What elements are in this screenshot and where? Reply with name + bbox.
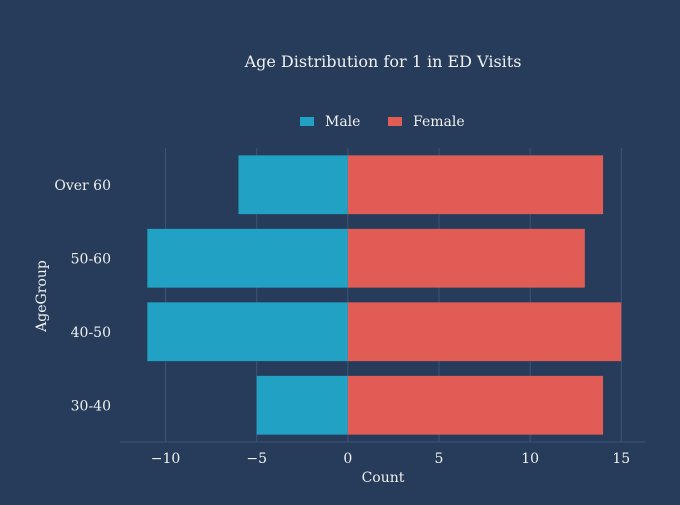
x-tick-label: −10 — [151, 451, 181, 467]
bar-male-over-60[interactable] — [238, 155, 348, 215]
x-tick-label: −5 — [246, 451, 267, 467]
x-tick-label: 5 — [435, 451, 444, 467]
x-axis-label: Count — [362, 470, 405, 486]
bar-male-30-40[interactable] — [256, 375, 348, 435]
bar-male-50-60[interactable] — [147, 228, 348, 288]
y-tick-label: 50-60 — [71, 251, 111, 267]
legend-swatch — [300, 117, 314, 126]
bar-female-30-40[interactable] — [347, 375, 604, 435]
legend-item-male[interactable]: Male — [300, 114, 360, 130]
legend-item-female[interactable]: Female — [388, 114, 465, 130]
chart-title: Age Distribution for 1 in ED Visits — [244, 52, 522, 71]
x-tick-label: 15 — [612, 451, 630, 467]
bar-male-40-50[interactable] — [147, 302, 348, 362]
legend-label: Male — [325, 114, 360, 130]
legend-swatch — [388, 117, 402, 126]
y-tick-label: 30-40 — [71, 398, 111, 414]
axes: −10 −5 0 5 10 15 30-40 40-50 50-60 Over 60 — [54, 178, 645, 467]
bar-female-over-60[interactable] — [347, 155, 604, 215]
x-tick-label: 0 — [343, 451, 352, 467]
y-axis-label: AgeGroup — [34, 260, 50, 333]
y-tick-label: Over 60 — [54, 178, 111, 194]
y-tick-label: 40-50 — [71, 325, 111, 341]
legend-label: Female — [413, 114, 465, 130]
legend[interactable]: Male Female — [300, 114, 465, 130]
bars — [147, 155, 622, 435]
x-tick-label: 10 — [521, 451, 539, 467]
bar-female-50-60[interactable] — [347, 228, 585, 288]
bar-female-40-50[interactable] — [347, 302, 622, 362]
